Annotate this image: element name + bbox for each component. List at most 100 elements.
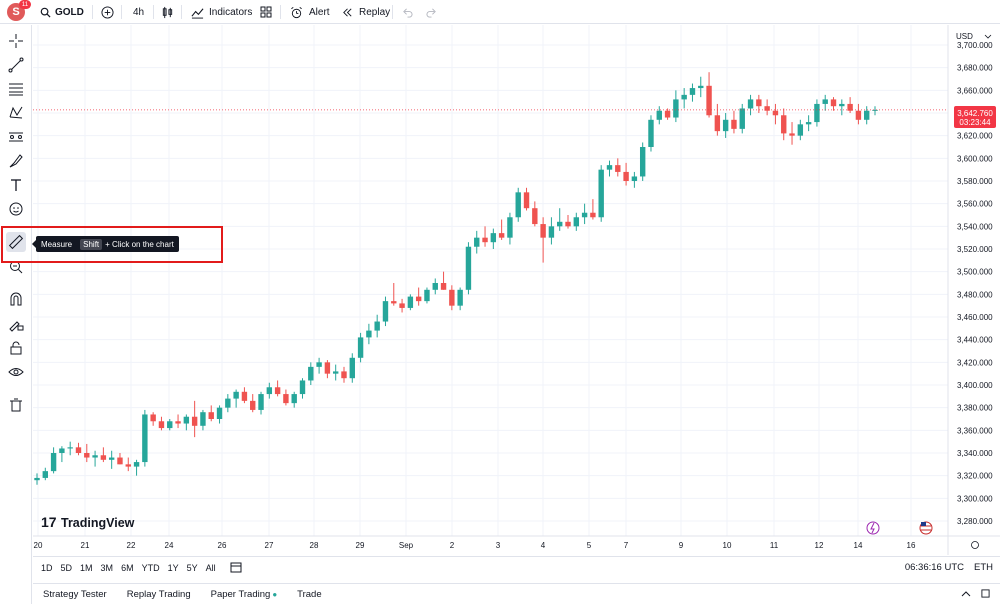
range-5y[interactable]: 5Y	[186, 562, 198, 573]
range-1y[interactable]: 1Y	[167, 562, 179, 573]
candle	[316, 357, 322, 374]
undo-button[interactable]	[402, 0, 413, 24]
candle-body	[308, 366, 314, 381]
redo-button[interactable]	[426, 0, 437, 24]
candle-body	[324, 362, 331, 374]
range-3m[interactable]: 3M	[100, 562, 114, 573]
chart-type-button[interactable]	[161, 0, 174, 24]
range-1m[interactable]: 1M	[80, 562, 93, 573]
candle	[515, 187, 521, 222]
candle	[432, 278, 438, 295]
symbol-name: GOLD	[55, 6, 84, 18]
candle	[150, 412, 156, 426]
candle	[548, 217, 555, 245]
price-tick-label: 3,380.000	[957, 404, 993, 413]
candle-body	[681, 94, 687, 100]
notification-badge: 11	[19, 0, 31, 9]
chevron-up-icon[interactable]	[961, 587, 971, 601]
lock-draw-icon[interactable]	[6, 314, 26, 334]
chevron-down-icon	[984, 34, 992, 39]
price-chart[interactable]: 3,700.0003,680.0003,660.0003,640.0003,62…	[33, 25, 1000, 555]
currency-label[interactable]: USD	[956, 32, 973, 41]
range-all[interactable]: All	[205, 562, 216, 573]
candle	[67, 441, 73, 456]
text-icon[interactable]	[6, 175, 26, 195]
templates-button[interactable]	[260, 0, 272, 24]
lock-icon[interactable]	[6, 338, 26, 358]
goto-date-button[interactable]	[230, 561, 242, 575]
candle	[581, 203, 588, 225]
candle	[158, 416, 165, 431]
ruler-icon[interactable]	[6, 232, 26, 252]
candle-body	[523, 192, 530, 209]
range-6m[interactable]: 6M	[121, 562, 134, 573]
range-ytd[interactable]: YTD	[141, 562, 160, 573]
session-button[interactable]: ETH	[974, 562, 993, 573]
candle-body	[822, 99, 828, 104]
compare-button[interactable]	[101, 0, 114, 24]
price-axis: 3,700.0003,680.0003,660.0003,640.0003,62…	[957, 41, 993, 526]
candle	[250, 394, 256, 413]
svg-text:17: 17	[41, 514, 57, 530]
candle	[698, 76, 704, 98]
candle	[532, 201, 538, 227]
chart-canvas[interactable]: 3,700.0003,680.0003,660.0003,640.0003,62…	[33, 25, 1000, 555]
time-tick-label: 28	[310, 541, 319, 550]
alert-button[interactable]: Alert	[290, 0, 330, 24]
candle	[839, 99, 845, 116]
grid-icon	[260, 6, 272, 18]
candle	[631, 171, 638, 188]
candle	[664, 108, 671, 120]
candle	[847, 97, 853, 113]
pattern-icon[interactable]	[6, 103, 26, 123]
clock[interactable]: 06:36:16 UTC	[904, 562, 964, 573]
plus-circle-icon	[101, 5, 114, 19]
candle	[756, 94, 762, 113]
projection-icon[interactable]	[6, 127, 26, 147]
candle-body	[225, 398, 231, 408]
settings-gear-icon[interactable]	[971, 541, 979, 549]
range-1d[interactable]: 1D	[41, 562, 53, 573]
indicators-button[interactable]: Indicators	[191, 0, 252, 24]
candle	[34, 473, 40, 485]
time-tick-label: 9	[679, 541, 684, 550]
brush-icon[interactable]	[6, 151, 26, 171]
tab-paper-trading[interactable]: Paper Trading ●	[201, 589, 288, 600]
candle-body	[117, 457, 123, 465]
time-tick-label: 27	[265, 541, 274, 550]
lightning-event-icon[interactable]	[866, 521, 880, 535]
candle-body	[250, 400, 256, 410]
bottom-panel-tabs: Strategy Tester Replay Trading Paper Tra…	[33, 583, 1000, 604]
crosshair-icon[interactable]	[6, 31, 26, 51]
interval-button[interactable]: 4h	[133, 0, 144, 24]
time-tick-label: 22	[127, 541, 136, 550]
tab-trade[interactable]: Trade	[297, 588, 322, 600]
maximize-icon[interactable]	[981, 587, 990, 601]
fib-icon[interactable]	[6, 79, 26, 99]
candles-icon	[162, 6, 173, 18]
magnet-icon[interactable]	[6, 289, 26, 309]
tab-replay-trading[interactable]: Replay Trading	[126, 588, 191, 600]
candle-body	[557, 221, 563, 227]
divider	[181, 5, 182, 19]
emoji-icon[interactable]	[6, 199, 26, 219]
trend-line-icon[interactable]	[6, 55, 26, 75]
candle	[623, 162, 629, 186]
trash-icon[interactable]	[6, 395, 26, 415]
range-5d[interactable]: 5D	[60, 562, 73, 573]
candle-body	[241, 391, 248, 401]
price-tick-label: 3,580.000	[957, 177, 993, 186]
candle	[615, 158, 621, 177]
symbol-search[interactable]: GOLD	[40, 0, 84, 24]
candle-body	[84, 453, 90, 458]
candle	[42, 467, 48, 481]
time-axis: 20 21 22 24 26 27 28 29 Sep 2 3 4 5 7 9 10 11 12 14 16	[34, 541, 916, 550]
shift-key-badge: Shift	[80, 238, 103, 250]
tab-strategy-tester[interactable]: Strategy Tester	[43, 588, 107, 600]
candle	[216, 405, 223, 424]
candle	[449, 285, 455, 311]
candle	[407, 294, 414, 311]
replay-button[interactable]: Replay	[341, 0, 390, 24]
candle	[266, 382, 273, 399]
eye-icon[interactable]	[6, 362, 26, 382]
